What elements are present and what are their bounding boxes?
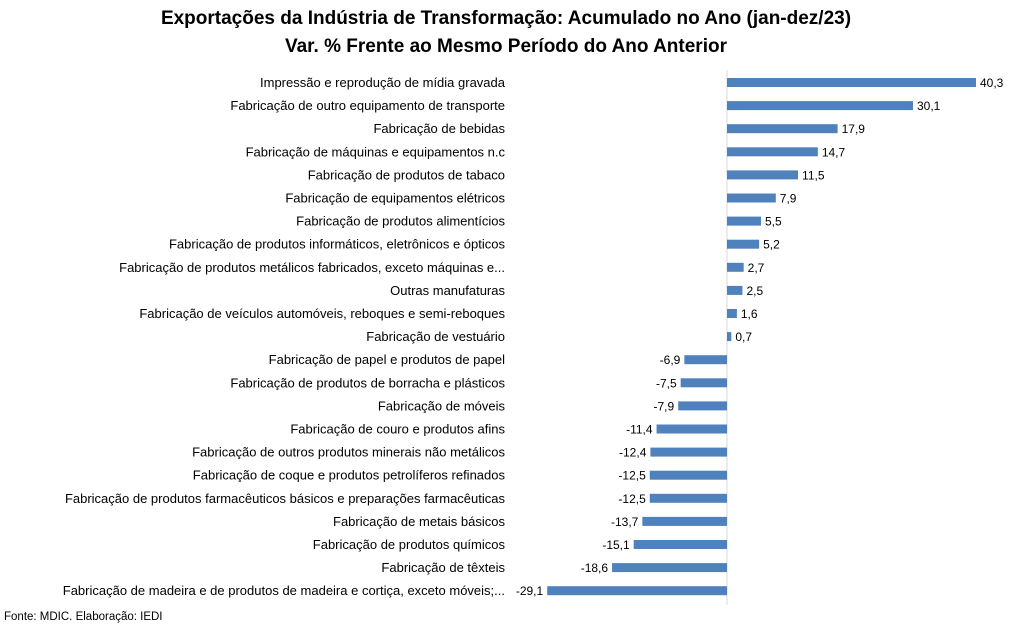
bar xyxy=(727,309,737,318)
bar xyxy=(649,470,727,480)
data-label: -12,5 xyxy=(618,469,646,483)
category-label: Fabricação de produtos químicos xyxy=(313,537,506,552)
bar xyxy=(656,424,727,434)
category-label: Fabricação de outro equipamento de trans… xyxy=(230,98,505,113)
data-label: -18,6 xyxy=(581,561,609,575)
bar xyxy=(680,378,727,388)
category-label: Fabricação de produtos metálicos fabrica… xyxy=(119,260,505,275)
category-label: Fabricação de vestuário xyxy=(366,329,505,344)
data-label: -12,5 xyxy=(618,492,646,506)
data-label: 14,7 xyxy=(822,145,846,159)
data-label: -6,9 xyxy=(660,353,681,367)
data-label: 2,7 xyxy=(748,261,765,275)
bar xyxy=(727,262,744,272)
category-label: Fabricação de couro e produtos afins xyxy=(290,422,505,437)
data-label: 11,5 xyxy=(802,168,825,182)
bar xyxy=(727,124,838,134)
category-label: Fabricação de produtos de borracha e plá… xyxy=(230,375,505,390)
category-label: Fabricação de têxteis xyxy=(381,560,505,575)
bar xyxy=(633,540,727,549)
chart-subtitle: Var. % Frente ao Mesmo Período do Ano An… xyxy=(284,36,727,57)
category-label: Impressão e reprodução de mídia gravada xyxy=(260,75,506,90)
category-label: Fabricação de produtos informáticos, ele… xyxy=(169,237,506,252)
data-label: -7,9 xyxy=(654,399,675,413)
bar xyxy=(727,332,732,342)
bar xyxy=(727,147,818,157)
category-label: Fabricação de produtos alimentícios xyxy=(296,214,505,229)
data-label: -15,1 xyxy=(602,538,630,552)
bar xyxy=(684,355,727,365)
data-label: 5,5 xyxy=(765,215,782,229)
bar xyxy=(612,563,727,573)
category-label: Fabricação de produtos farmacêuticos bás… xyxy=(65,491,506,506)
bar xyxy=(727,101,913,111)
category-label: Fabricação de equipamentos elétricos xyxy=(285,191,505,206)
category-label: Fabricação de produtos de tabaco xyxy=(308,167,505,182)
bar xyxy=(727,239,760,249)
data-label: 1,6 xyxy=(741,307,758,321)
bar xyxy=(727,285,743,295)
category-label: Fabricação de coque e produtos petrolífe… xyxy=(193,468,506,483)
data-label: 17,9 xyxy=(842,122,866,136)
category-label: Fabricação de veículos automóveis, reboq… xyxy=(139,306,505,321)
category-label: Fabricação de bebidas xyxy=(373,121,505,136)
data-label: -7,5 xyxy=(656,376,677,390)
category-label: Outras manufaturas xyxy=(390,283,505,298)
source-note: Fonte: MDIC. Elaboração: IEDI xyxy=(4,611,163,623)
bar xyxy=(727,216,761,226)
category-label: Fabricação de papel e produtos de papel xyxy=(269,352,505,367)
data-label: -11,4 xyxy=(626,423,653,437)
data-label: 30,1 xyxy=(917,99,941,113)
bar xyxy=(727,78,976,87)
data-label: -29,1 xyxy=(516,584,544,598)
data-label: 7,9 xyxy=(780,192,797,206)
category-label: Fabricação de outros produtos minerais n… xyxy=(192,445,505,460)
data-label: -12,4 xyxy=(619,446,647,460)
bar xyxy=(650,447,727,457)
category-label: Fabricação de móveis xyxy=(378,398,506,413)
data-label: -13,7 xyxy=(611,515,639,529)
bar xyxy=(727,193,776,203)
bar xyxy=(642,516,727,526)
data-label: 0,7 xyxy=(735,330,752,344)
bar xyxy=(727,170,799,180)
category-label: Fabricação de máquinas e equipamentos n.… xyxy=(246,144,506,159)
chart-title: Exportações da Indústria de Transformaçã… xyxy=(160,8,852,29)
bar xyxy=(649,493,727,503)
data-label: 2,5 xyxy=(746,284,763,298)
data-label: 5,2 xyxy=(763,238,780,252)
bar xyxy=(547,586,727,596)
category-label: Fabricação de madeira e de produtos de m… xyxy=(63,583,505,598)
category-label: Fabricação de metais básicos xyxy=(333,514,505,529)
bar xyxy=(678,401,727,411)
data-label: 40,3 xyxy=(980,76,1004,90)
